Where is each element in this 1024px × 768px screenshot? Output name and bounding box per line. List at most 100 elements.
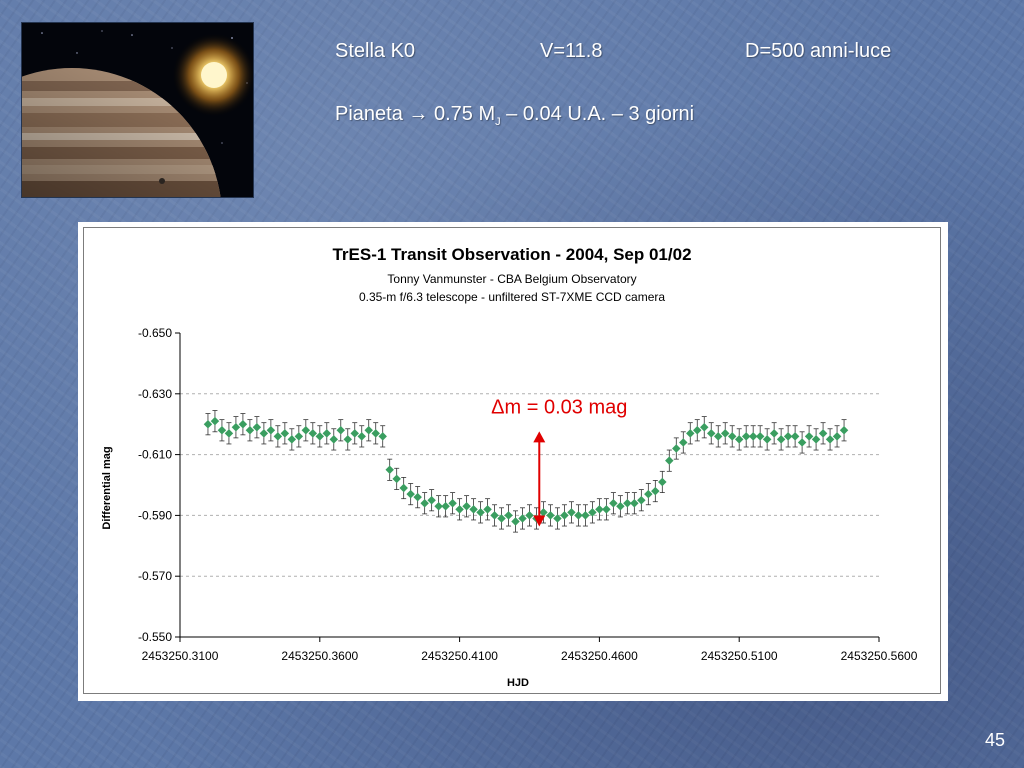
data-point <box>455 505 464 514</box>
data-point <box>343 435 353 444</box>
data-point <box>469 505 478 514</box>
data-point <box>811 435 821 444</box>
data-point <box>434 502 443 511</box>
x-tick-label: 2453250.5100 <box>701 649 778 663</box>
data-point <box>280 429 290 438</box>
star-distance: D=500 anni-luce <box>745 40 892 62</box>
data-point <box>490 511 499 520</box>
data-point <box>266 426 276 435</box>
data-point <box>658 477 667 487</box>
jupiter-subscript: J <box>495 116 501 128</box>
y-tick-label: -0.570 <box>138 569 172 583</box>
data-point <box>357 432 366 441</box>
y-tick-label: -0.610 <box>138 448 172 462</box>
data-point <box>734 435 744 444</box>
star-type: Stella K0 <box>335 40 416 62</box>
data-point <box>504 511 513 520</box>
data-point <box>301 426 311 435</box>
y-tick-label: -0.630 <box>138 387 172 401</box>
data-point <box>322 429 332 438</box>
data-point <box>476 508 485 517</box>
data-point <box>406 489 415 499</box>
data-point <box>210 416 220 426</box>
data-point <box>574 511 583 520</box>
data-point <box>686 429 695 438</box>
star-magnitude: V=11.8 <box>540 40 603 62</box>
chart-subtitle-equipment: 0.35-m f/6.3 telescope - unfiltered ST-7… <box>359 290 665 304</box>
data-point <box>672 444 681 453</box>
data-point <box>413 492 422 502</box>
y-tick-label: -0.590 <box>138 508 172 522</box>
planet-orbit-period: – 0.04 U.A. – 3 giorni <box>500 103 695 125</box>
data-point <box>602 505 611 514</box>
data-point <box>776 435 786 444</box>
data-point <box>637 495 646 505</box>
planet-illustration <box>21 22 254 198</box>
data-point <box>231 422 241 432</box>
transit-light-curve-chart: TrES-1 Transit Observation - 2004, Sep 0… <box>101 245 918 689</box>
page-number: 45 <box>984 730 1005 750</box>
data-point <box>679 438 688 447</box>
data-point <box>462 502 471 511</box>
data-point <box>259 429 269 438</box>
data-point <box>336 426 346 435</box>
data-point <box>441 502 450 511</box>
data-point <box>630 498 639 508</box>
data-point <box>560 511 569 520</box>
data-point <box>553 514 562 523</box>
data-point <box>497 514 506 523</box>
data-point <box>315 432 325 441</box>
data-point <box>273 432 283 441</box>
data-point <box>203 419 213 429</box>
x-tick-label: 2453250.5600 <box>841 649 918 663</box>
data-point <box>245 426 255 435</box>
data-point <box>420 498 429 508</box>
data-point <box>706 429 716 438</box>
star-info-line: Stella K0 V=11.8 D=500 anni-luce <box>335 40 891 63</box>
data-point <box>217 426 227 435</box>
chart-title: TrES-1 Transit Observation - 2004, Sep 0… <box>332 245 691 264</box>
data-point <box>308 429 318 438</box>
data-point <box>448 498 457 508</box>
right-arrow-icon: → <box>408 103 429 125</box>
data-point <box>616 502 625 511</box>
delta-arrow-head-up <box>533 431 546 443</box>
planet-info-line: Pianeta → 0.75 MJ – 0.04 U.A. – 3 giorni <box>335 103 694 128</box>
data-point <box>790 432 800 441</box>
data-point <box>371 429 380 438</box>
y-axis-label: Differential mag <box>101 446 113 529</box>
data-point <box>525 511 534 520</box>
data-point <box>588 508 597 517</box>
data-point <box>825 435 835 444</box>
gas-giant-planet <box>22 68 222 197</box>
x-tick-label: 2453250.4600 <box>561 649 638 663</box>
data-point <box>623 498 632 508</box>
delta-mag-annotation: Δm = 0.03 mag <box>491 396 627 418</box>
data-point <box>329 435 339 444</box>
data-point <box>252 422 262 432</box>
data-point <box>364 426 373 435</box>
data-point <box>385 465 394 475</box>
delta-arrow-head-down <box>533 515 546 527</box>
data-point <box>427 495 436 505</box>
y-tick-label: -0.650 <box>138 326 172 340</box>
chart-panel: TrES-1 Transit Observation - 2004, Sep 0… <box>78 222 948 701</box>
data-point <box>797 438 807 447</box>
planet-illustration-art <box>22 23 253 197</box>
chart-border: TrES-1 Transit Observation - 2004, Sep 0… <box>83 227 941 694</box>
data-point <box>818 429 828 438</box>
data-point <box>665 456 674 465</box>
data-point <box>839 426 849 435</box>
data-point <box>762 435 772 444</box>
data-point <box>546 511 555 520</box>
x-tick-label: 2453250.4100 <box>421 649 498 663</box>
data-point <box>483 505 492 514</box>
data-point <box>539 508 548 517</box>
data-point <box>720 429 730 438</box>
data-point <box>693 426 702 435</box>
data-point <box>581 511 590 520</box>
data-point <box>595 505 604 514</box>
data-point <box>769 429 779 438</box>
data-point <box>651 486 660 496</box>
x-tick-label: 2453250.3100 <box>142 649 219 663</box>
